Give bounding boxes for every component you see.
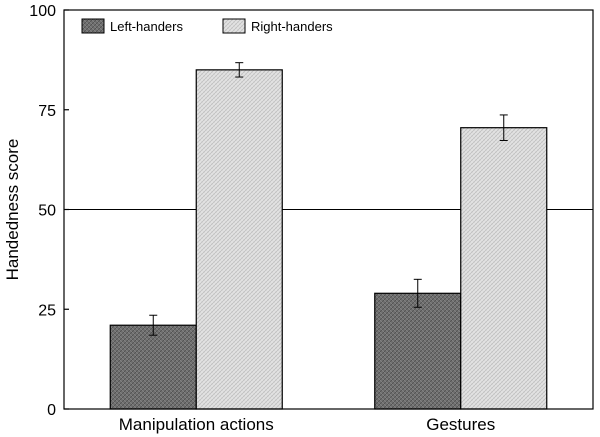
error-bar-left-handers-manipulation-actions bbox=[149, 314, 158, 336]
y-tick-label-0: 0 bbox=[47, 402, 56, 419]
y-tick-label-25: 25 bbox=[38, 302, 56, 319]
legend-swatch-right-handers bbox=[222, 18, 246, 34]
x-category-label-gestures: Gestures bbox=[426, 415, 495, 434]
x-axis-labels: Manipulation actions Gestures bbox=[119, 415, 495, 434]
legend-swatch-left-handers bbox=[81, 18, 105, 34]
bar-right-handers-gestures bbox=[460, 127, 548, 410]
y-axis-ticks: 0 25 50 75 100 bbox=[29, 3, 69, 419]
x-category-label-manipulation-actions: Manipulation actions bbox=[119, 415, 274, 434]
bar-left-handers-manipulation-actions bbox=[109, 324, 197, 410]
legend-label-right-handers: Right-handers bbox=[251, 19, 333, 34]
bar-left-handers-gestures bbox=[374, 292, 462, 410]
bars-layer bbox=[109, 69, 548, 410]
y-tick-label-100: 100 bbox=[29, 3, 56, 20]
legend-label-left-handers: Left-handers bbox=[110, 19, 183, 34]
error-bar-right-handers-manipulation-actions bbox=[235, 62, 244, 78]
bar-right-handers-manipulation-actions bbox=[195, 69, 283, 410]
error-bars-layer bbox=[149, 62, 508, 336]
y-tick-label-50: 50 bbox=[38, 203, 56, 220]
error-bar-left-handers-gestures bbox=[413, 278, 422, 308]
y-tick-label-75: 75 bbox=[38, 103, 56, 120]
y-axis-title: Handedness score bbox=[3, 139, 22, 281]
error-bar-right-handers-gestures bbox=[499, 114, 508, 141]
legend: Left-handers Right-handers bbox=[81, 18, 333, 34]
